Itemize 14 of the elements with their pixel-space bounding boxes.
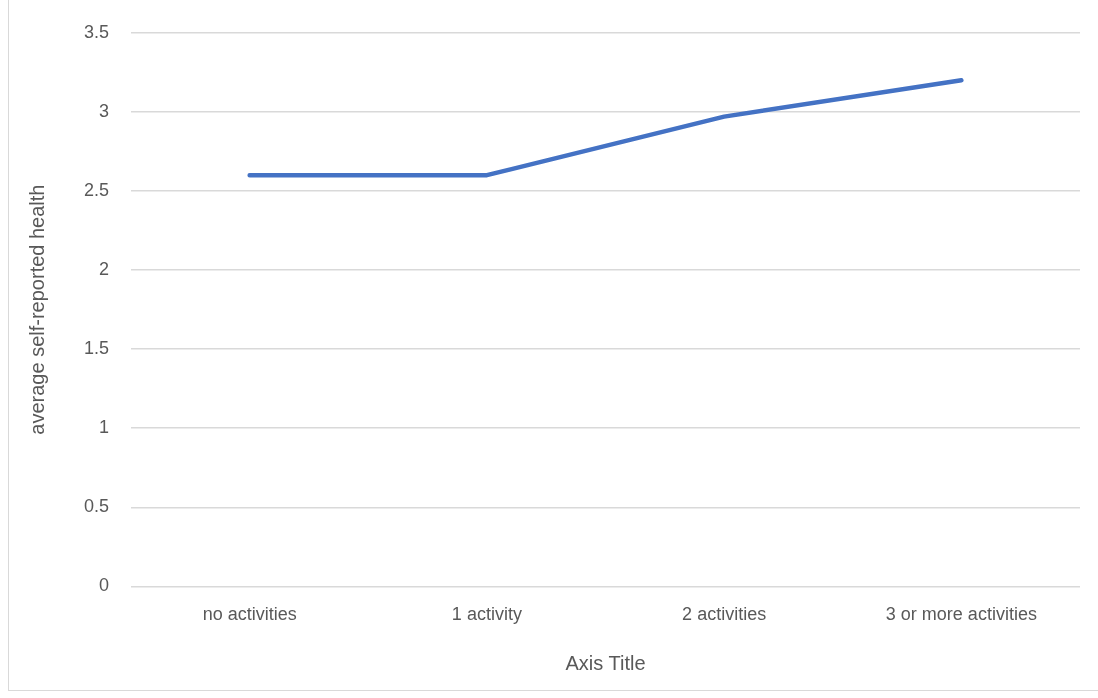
y-tick-label: 0.5: [83, 496, 110, 517]
x-axis-title: Axis Title: [565, 651, 646, 674]
y-tick-label: 3: [99, 100, 110, 121]
y-tick-label: 1.5: [83, 338, 110, 359]
y-tick-label: 1: [99, 417, 110, 438]
y-axis-title: average self-reported health: [25, 184, 48, 435]
y-tick-label: 2: [99, 259, 110, 280]
y-tick-label: 3.5: [83, 21, 110, 42]
y-tick-label: 2.5: [83, 179, 110, 200]
x-tick-label: 2 activities: [682, 604, 767, 625]
x-tick-label: 3 or more activities: [885, 604, 1037, 625]
y-tick-label: 0: [99, 575, 110, 596]
x-tick-label: no activities: [202, 604, 297, 625]
x-tick-label: 1 activity: [451, 604, 522, 625]
